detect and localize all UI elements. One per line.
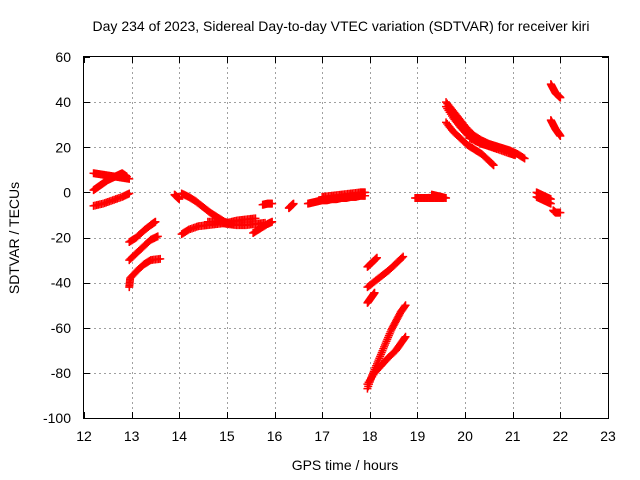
- data-point: [380, 341, 389, 350]
- data-series: [465, 134, 520, 160]
- data-series: [427, 190, 451, 203]
- data-series: [170, 190, 184, 204]
- x-tick-label: 17: [314, 428, 330, 444]
- data-point: [400, 333, 409, 342]
- x-tick-label: 13: [124, 428, 140, 444]
- data-point: [380, 342, 389, 351]
- data-point: [397, 253, 406, 262]
- data-point: [379, 344, 388, 353]
- y-tick-label: 20: [55, 139, 71, 155]
- tick-labels: 12 13 14 15 16 17 18 19 20 21 22 23 -100 -80 -60 -40 -20…: [43, 49, 616, 444]
- data-point: [381, 339, 390, 348]
- data-series: [442, 118, 498, 170]
- data-point: [175, 195, 184, 204]
- data-point: [489, 161, 498, 170]
- y-tick-label: 40: [55, 94, 71, 110]
- y-tick-label: -20: [51, 230, 71, 246]
- data-series: [125, 217, 160, 247]
- data-point: [520, 154, 529, 163]
- data-series: [363, 288, 379, 307]
- data-point: [370, 288, 379, 297]
- data-point: [377, 348, 386, 357]
- data-point: [268, 217, 277, 226]
- data-point: [374, 356, 383, 365]
- x-tick-label: 19: [410, 428, 426, 444]
- data-point: [361, 188, 370, 197]
- y-axis-label: SDTVAR / TECUs: [6, 182, 22, 294]
- x-tick-label: 12: [76, 428, 92, 444]
- y-tick-label: -100: [43, 410, 71, 426]
- data-point: [556, 131, 565, 140]
- data-point: [556, 208, 565, 217]
- plot-frame: [83, 56, 609, 419]
- y-tick-label: -80: [51, 365, 71, 381]
- x-tick-label: 20: [457, 428, 473, 444]
- data-point: [268, 199, 277, 208]
- y-tick-label: -60: [51, 320, 71, 336]
- data-point: [289, 199, 298, 208]
- data-point: [378, 346, 387, 355]
- data-points: [89, 80, 565, 393]
- axis-ticks: [84, 57, 609, 419]
- x-tick-label: 23: [600, 428, 616, 444]
- x-axis-label: GPS time / hours: [292, 457, 399, 473]
- data-series: [546, 116, 565, 140]
- x-tick-label: 16: [267, 428, 283, 444]
- data-point: [383, 335, 392, 344]
- y-tick-label: 0: [63, 184, 71, 200]
- data-series: [203, 217, 270, 230]
- data-point: [488, 160, 497, 169]
- data-point: [511, 151, 520, 160]
- data-point: [488, 159, 497, 168]
- data-point: [151, 217, 160, 226]
- x-tick-label: 21: [505, 428, 521, 444]
- data-point: [399, 252, 408, 261]
- data-point: [384, 333, 393, 342]
- data-series: [284, 199, 298, 213]
- data-series: [249, 217, 277, 237]
- data-series: [363, 252, 408, 292]
- data-series: [258, 199, 277, 209]
- data-point: [156, 254, 165, 263]
- data-point: [372, 254, 381, 263]
- data-point: [153, 232, 162, 241]
- data-point: [400, 302, 409, 311]
- data-point: [384, 331, 393, 340]
- data-point: [385, 329, 394, 338]
- x-tick-label: 14: [171, 428, 187, 444]
- data-point: [372, 253, 381, 262]
- y-tick-label: 60: [55, 49, 71, 65]
- data-series: [546, 80, 565, 102]
- data-point: [519, 153, 528, 162]
- data-point: [401, 301, 410, 310]
- data-series: [89, 189, 134, 210]
- data-series: [125, 232, 162, 265]
- x-tick-label: 15: [219, 428, 235, 444]
- data-series: [532, 192, 555, 208]
- data-series: [363, 332, 410, 389]
- x-tick-label: 18: [362, 428, 378, 444]
- data-point: [546, 199, 555, 208]
- chart-title: Day 234 of 2023, Sidereal Day-to-day VTE…: [93, 18, 590, 34]
- data-point: [371, 255, 380, 264]
- y-tick-label: -40: [51, 275, 71, 291]
- data-point: [125, 174, 134, 183]
- data-point: [382, 337, 391, 346]
- data-series: [89, 169, 134, 183]
- data-series: [318, 188, 370, 201]
- data-point: [556, 93, 565, 102]
- data-point: [375, 354, 384, 363]
- data-point: [442, 194, 451, 203]
- chart-grid: [84, 57, 608, 418]
- data-series: [125, 254, 165, 292]
- data-point: [401, 332, 410, 341]
- data-point: [125, 189, 134, 198]
- data-series: [549, 206, 565, 217]
- data-point: [376, 350, 385, 359]
- data-point: [376, 352, 385, 361]
- x-tick-label: 22: [553, 428, 569, 444]
- data-series: [363, 253, 381, 271]
